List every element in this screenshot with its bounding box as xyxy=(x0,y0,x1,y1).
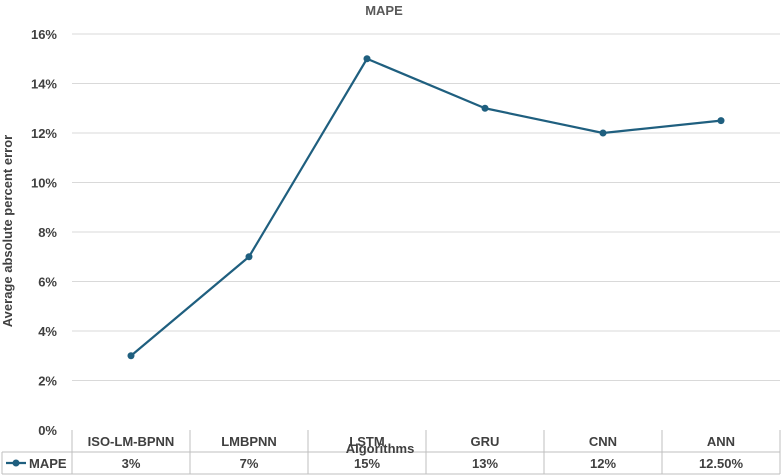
x-category-label: ISO-LM-BPNN xyxy=(88,434,175,449)
x-category-label: ANN xyxy=(707,434,735,449)
y-tick-labels: 0% 2% 4% 6% 8% 10% 12% 14% 16% xyxy=(31,27,57,438)
gridlines xyxy=(72,33,780,381)
x-category-label: LMBPNN xyxy=(221,434,277,449)
data-point xyxy=(481,104,489,112)
y-tick-label: 14% xyxy=(31,77,57,92)
data-point xyxy=(717,117,725,125)
data-point xyxy=(127,352,135,360)
x-category-label: GRU xyxy=(471,434,500,449)
y-tick-label: 16% xyxy=(31,27,57,42)
y-tick-label: 6% xyxy=(38,275,57,290)
series-line xyxy=(130,57,722,357)
data-point xyxy=(599,129,607,137)
table-value-cell: 3% xyxy=(122,456,141,471)
data-point xyxy=(363,55,371,63)
legend-marker xyxy=(12,459,20,467)
x-category-label: CNN xyxy=(589,434,617,449)
y-tick-label: 2% xyxy=(38,374,57,389)
table-value-cell: 12% xyxy=(590,456,616,471)
y-axis-title: Average absolute percent error xyxy=(0,135,15,327)
y-tick-label: 4% xyxy=(38,324,57,339)
table-value-cell: 13% xyxy=(472,456,498,471)
x-axis-title: Algorithms xyxy=(346,441,415,456)
y-tick-label: 12% xyxy=(31,126,57,141)
y-tick-label: 10% xyxy=(31,176,57,191)
table-value-cell: 15% xyxy=(354,456,380,471)
chart-title: MAPE xyxy=(365,3,403,18)
series-mape xyxy=(127,55,725,360)
table-value-cell: 12.50% xyxy=(699,456,744,471)
x-category-label: LSTM xyxy=(349,434,384,449)
table-value-cell: 7% xyxy=(240,456,259,471)
data-table: ISO-LM-BPNN LMBPNN LSTM GRU CNN ANN 3% 7% 15% 13%… xyxy=(1,430,781,475)
legend-series-name: MAPE xyxy=(29,456,67,471)
data-point xyxy=(245,253,253,261)
y-tick-label: 0% xyxy=(38,423,57,438)
y-tick-label: 8% xyxy=(38,225,57,240)
